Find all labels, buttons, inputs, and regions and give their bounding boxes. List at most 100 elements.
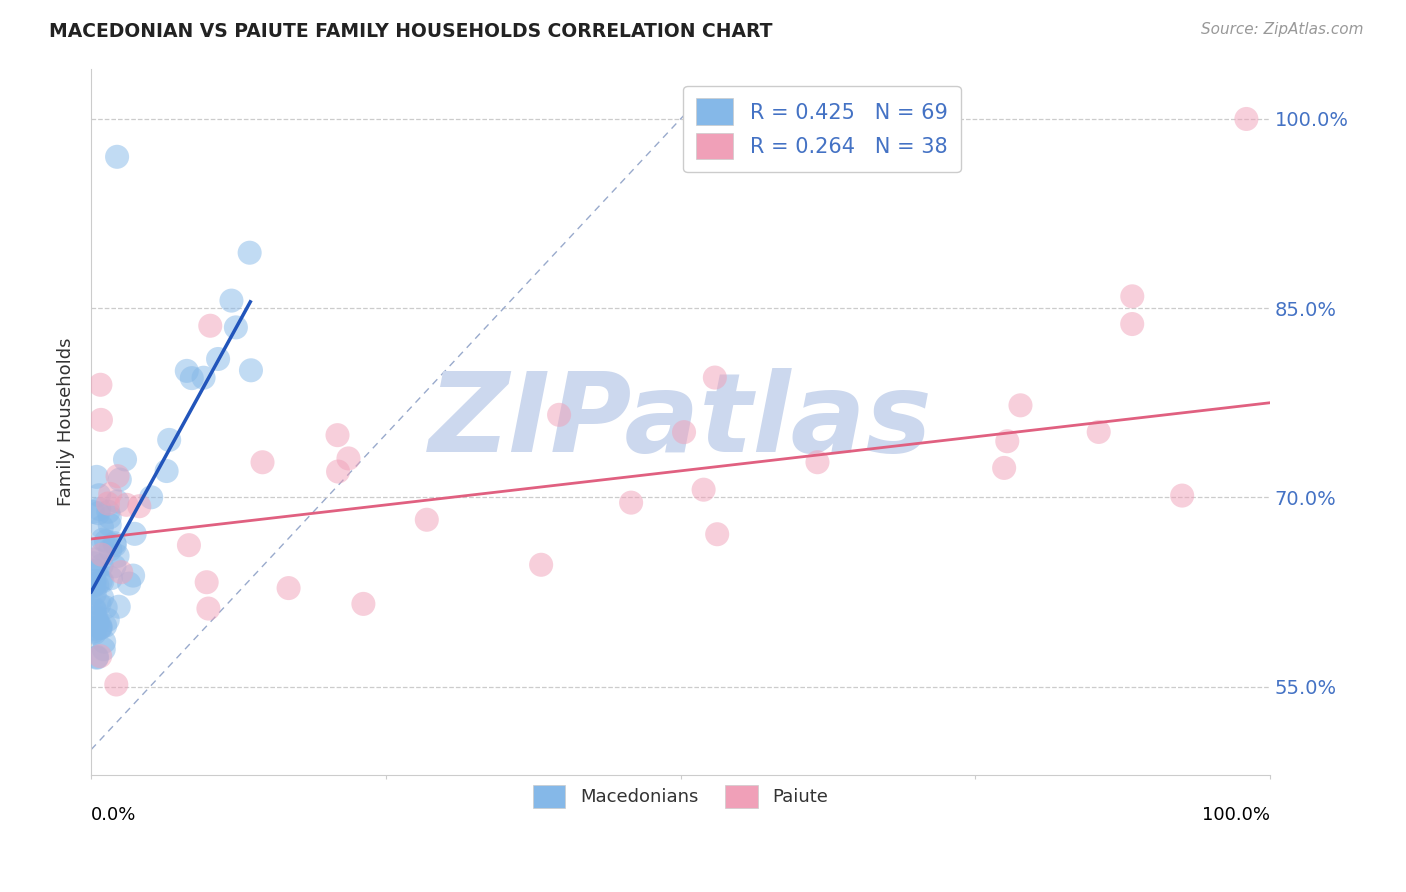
Text: Source: ZipAtlas.com: Source: ZipAtlas.com xyxy=(1201,22,1364,37)
Point xyxy=(91,574,114,589)
Point xyxy=(89,621,111,635)
Point xyxy=(105,677,128,691)
Point xyxy=(221,293,243,308)
Point xyxy=(176,364,198,378)
Point xyxy=(326,465,349,479)
Point xyxy=(90,621,112,635)
Point xyxy=(1010,398,1032,412)
Point xyxy=(177,538,200,552)
Point xyxy=(993,461,1015,475)
Point xyxy=(86,650,108,665)
Point xyxy=(122,568,145,582)
Point xyxy=(118,576,141,591)
Point xyxy=(103,559,125,574)
Point xyxy=(225,320,247,334)
Point xyxy=(107,549,129,563)
Point xyxy=(98,510,121,524)
Point xyxy=(83,587,105,601)
Point xyxy=(673,425,696,439)
Point xyxy=(141,491,163,505)
Point xyxy=(1121,317,1143,331)
Point xyxy=(98,487,121,501)
Point xyxy=(83,574,105,588)
Point xyxy=(90,548,112,562)
Point xyxy=(195,575,218,590)
Point xyxy=(103,536,125,550)
Point xyxy=(94,600,117,615)
Legend: Macedonians, Paiute: Macedonians, Paiute xyxy=(526,778,835,815)
Point xyxy=(105,150,128,164)
Point xyxy=(90,520,112,534)
Point xyxy=(105,494,128,508)
Point xyxy=(1171,489,1194,503)
Point xyxy=(416,513,439,527)
Point xyxy=(180,371,202,385)
Point xyxy=(706,527,728,541)
Point xyxy=(108,473,131,487)
Point xyxy=(86,470,108,484)
Point xyxy=(93,642,115,657)
Point xyxy=(83,601,105,615)
Point xyxy=(89,502,111,516)
Point xyxy=(91,533,114,547)
Point xyxy=(277,581,299,595)
Point xyxy=(89,649,111,664)
Point xyxy=(1087,425,1109,439)
Point xyxy=(692,483,714,497)
Point xyxy=(1234,112,1257,126)
Point xyxy=(89,377,111,392)
Text: 100.0%: 100.0% xyxy=(1202,806,1270,824)
Text: 0.0%: 0.0% xyxy=(91,806,136,824)
Point xyxy=(90,558,112,573)
Point xyxy=(98,542,121,557)
Y-axis label: Family Households: Family Households xyxy=(58,337,75,506)
Text: ZIPatlas: ZIPatlas xyxy=(429,368,932,475)
Point xyxy=(337,451,360,466)
Point xyxy=(157,433,180,447)
Point xyxy=(89,597,111,611)
Point xyxy=(110,565,132,579)
Point xyxy=(124,526,146,541)
Point xyxy=(620,495,643,509)
Point xyxy=(83,621,105,635)
Point xyxy=(86,578,108,592)
Point xyxy=(94,534,117,549)
Point xyxy=(87,488,110,502)
Point xyxy=(93,634,115,648)
Point xyxy=(87,615,110,630)
Point xyxy=(84,552,107,566)
Text: MACEDONIAN VS PAIUTE FAMILY HOUSEHOLDS CORRELATION CHART: MACEDONIAN VS PAIUTE FAMILY HOUSEHOLDS C… xyxy=(49,22,773,41)
Point xyxy=(97,613,120,627)
Point xyxy=(1121,289,1143,303)
Point xyxy=(100,571,122,585)
Point xyxy=(326,428,349,442)
Point xyxy=(91,591,114,605)
Point xyxy=(84,564,107,578)
Point xyxy=(530,558,553,572)
Point xyxy=(82,505,104,519)
Point xyxy=(82,611,104,625)
Point xyxy=(806,455,828,469)
Point xyxy=(115,498,138,512)
Point xyxy=(207,351,229,366)
Point xyxy=(90,541,112,556)
Point xyxy=(995,434,1018,449)
Point xyxy=(83,577,105,591)
Point xyxy=(83,624,105,639)
Point xyxy=(89,619,111,633)
Point xyxy=(82,623,104,637)
Point xyxy=(128,500,150,514)
Point xyxy=(98,517,121,532)
Point xyxy=(240,363,263,377)
Point xyxy=(703,370,725,384)
Point xyxy=(82,580,104,594)
Point xyxy=(239,245,262,260)
Point xyxy=(84,610,107,624)
Point xyxy=(97,505,120,519)
Point xyxy=(87,506,110,520)
Point xyxy=(252,455,274,469)
Point xyxy=(193,370,215,384)
Point xyxy=(352,597,374,611)
Point xyxy=(90,574,112,588)
Point xyxy=(200,318,222,333)
